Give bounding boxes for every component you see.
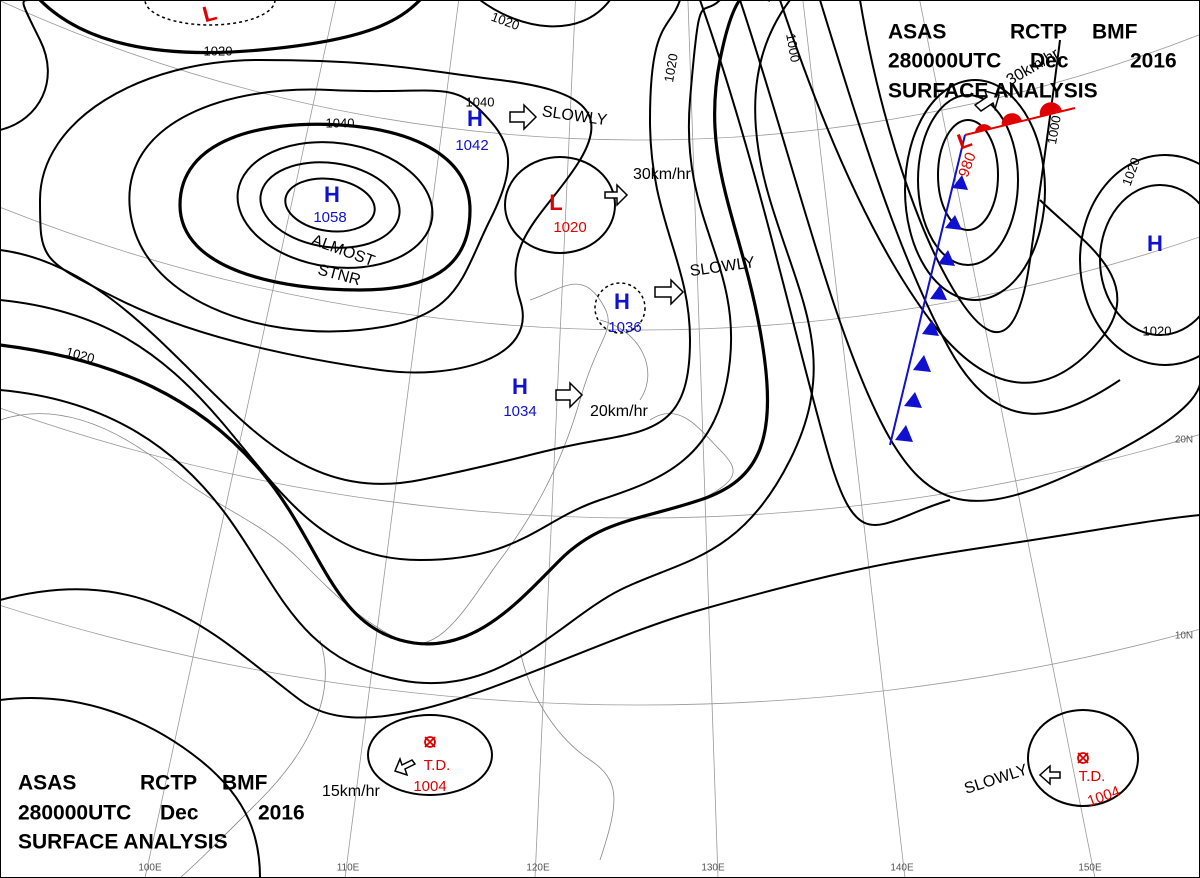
system-symbol: L: [200, 0, 219, 27]
header-word: 2016: [258, 802, 305, 825]
system-symbol: L: [549, 190, 562, 215]
system-symbol: H: [467, 106, 483, 131]
system-symbol: T.D.: [1079, 768, 1106, 785]
grid-labels: 100E 110E 120E 130E 140E 150E 20N 10N: [138, 435, 1193, 874]
system-symbol: H: [324, 182, 340, 207]
grid-label: 120E: [526, 863, 550, 874]
header-word: 280000UTC: [888, 50, 1001, 73]
header-word: 2016: [1130, 50, 1177, 73]
header-word: ASAS: [18, 772, 76, 795]
isobar-label: 1040: [466, 94, 495, 109]
grid-label: 20N: [1175, 435, 1193, 446]
fronts: [889, 102, 1076, 446]
header-word: RCTP: [1010, 21, 1067, 44]
grid-label: 10N: [1175, 631, 1193, 642]
grid-label: 130E: [701, 863, 725, 874]
system-pressure: 1034: [503, 403, 536, 420]
header-word: RCTP: [140, 772, 197, 795]
isobar-label: 1000: [783, 32, 803, 63]
header-word: BMF: [1092, 21, 1138, 44]
system-pressure: 1020: [553, 219, 586, 236]
system-pressure: 1058: [313, 209, 346, 226]
motion-label: 30km/hr: [633, 166, 691, 183]
grid-label: 110E: [337, 863, 360, 874]
system-symbol: T.D.: [424, 757, 451, 774]
isobar-label: 1020: [64, 344, 96, 366]
header-word: 280000UTC: [18, 802, 131, 825]
coastlines: [0, 283, 734, 878]
grid-label: 140E: [890, 863, 914, 874]
header-word: BMF: [222, 772, 268, 795]
header-word: ASAS: [888, 21, 946, 44]
isobar-label: 1040: [326, 115, 355, 130]
isobar-label: 1020: [661, 52, 681, 83]
header-bottom: ASAS RCTP BMF 280000UTC Dec 2016 SURFACE…: [18, 772, 305, 854]
tropical-depression-symbols: [424, 736, 1089, 764]
system-pressure: 1004: [413, 778, 446, 795]
motion-label: 15km/hr: [322, 783, 380, 800]
header-word: Dec: [160, 802, 199, 825]
motion-label: 20km/hr: [590, 403, 648, 420]
header-line: SURFACE ANALYSIS: [18, 831, 228, 854]
isobar-label: 1020: [204, 43, 233, 58]
grid-label: 100E: [138, 863, 162, 874]
isobar-label: 1020: [1143, 323, 1172, 338]
isobar-label: 1000: [1044, 114, 1064, 145]
header-word: Dec: [1030, 50, 1069, 73]
header-top: ASAS RCTP BMF 280000UTC Dec 2016 SURFACE…: [888, 21, 1177, 103]
system-symbol: H: [1147, 231, 1163, 256]
system-symbol: H: [614, 289, 630, 314]
motion-arrows: [393, 89, 1061, 786]
header-line: SURFACE ANALYSIS: [888, 80, 1098, 103]
grid-label: 150E: [1078, 863, 1102, 874]
system-symbol: H: [512, 374, 528, 399]
pressure-systems: H 1058 H 1042 L 1020 H 1036 H 1034 L 980…: [200, 0, 1163, 810]
system-pressure: 1042: [455, 137, 488, 154]
system-pressure: 1036: [608, 319, 641, 336]
